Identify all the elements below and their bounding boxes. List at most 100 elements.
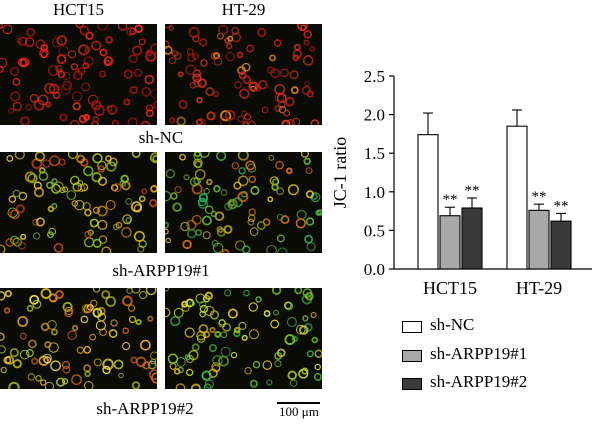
cell <box>72 102 81 111</box>
cell <box>78 44 90 56</box>
cell <box>42 159 51 168</box>
cell <box>172 202 182 213</box>
cell <box>220 331 228 338</box>
cell <box>188 349 199 361</box>
cell <box>287 184 299 196</box>
cell <box>48 65 59 76</box>
cell <box>108 157 118 167</box>
cell <box>277 247 288 253</box>
cell <box>91 172 102 183</box>
cell <box>64 308 74 318</box>
cell <box>250 185 260 196</box>
cell <box>51 37 63 48</box>
micrograph-hct15-row3 <box>0 288 157 389</box>
cell <box>92 153 103 164</box>
cell <box>261 106 269 114</box>
cell <box>173 308 184 318</box>
cell <box>291 335 299 343</box>
cell <box>193 158 203 168</box>
cell <box>132 45 143 56</box>
cell <box>51 328 58 336</box>
cell <box>313 372 322 381</box>
cell <box>128 315 137 324</box>
cell <box>219 116 231 125</box>
cell <box>91 100 102 111</box>
cell <box>123 98 131 106</box>
cell <box>181 300 189 308</box>
cell <box>70 175 80 186</box>
cell <box>287 370 297 381</box>
micrograph-hct15-row2 <box>0 152 157 253</box>
cell <box>9 209 20 220</box>
cell <box>110 319 118 327</box>
legend-item-sh-arpp19-2: sh-ARPP19#2 <box>402 372 527 392</box>
cell <box>269 54 276 62</box>
cell <box>20 233 27 240</box>
cell <box>37 94 49 106</box>
cell <box>67 330 77 340</box>
cell <box>227 308 238 319</box>
bar <box>528 209 550 270</box>
cell <box>129 85 138 95</box>
cell <box>0 332 5 342</box>
cell <box>186 368 194 377</box>
cell <box>204 305 215 317</box>
cell <box>280 68 289 78</box>
cell <box>300 152 309 158</box>
cell <box>108 329 118 338</box>
cell <box>150 372 157 384</box>
bar <box>439 215 461 270</box>
cell <box>35 217 46 227</box>
cell <box>39 48 49 58</box>
cell <box>76 154 85 164</box>
cell <box>135 318 142 326</box>
cell <box>233 326 241 334</box>
cell <box>150 351 157 360</box>
cell <box>212 242 224 253</box>
y-tick-label: 1.0 <box>364 183 385 202</box>
cell <box>45 101 52 108</box>
cell <box>283 109 291 117</box>
cell <box>95 320 106 331</box>
cell <box>61 360 71 370</box>
cell <box>189 177 200 187</box>
significance-marker: ** <box>443 192 458 208</box>
cell <box>130 356 138 364</box>
cell <box>131 152 141 158</box>
cell <box>81 303 92 314</box>
cell <box>267 66 275 74</box>
cell <box>142 361 151 370</box>
legend-label: sh-ARPP19#1 <box>430 344 528 363</box>
cell <box>149 199 157 208</box>
significance-marker: ** <box>465 183 480 199</box>
cell <box>274 360 282 368</box>
cell <box>29 93 39 103</box>
cell <box>51 178 58 185</box>
cell <box>14 152 25 160</box>
cell <box>48 227 57 236</box>
cell <box>0 65 4 73</box>
cell <box>169 117 176 123</box>
cell-field-svg <box>165 24 319 125</box>
cell <box>12 359 22 369</box>
cell <box>242 75 252 85</box>
cell <box>52 91 61 100</box>
cell <box>51 203 58 210</box>
cell <box>27 339 37 349</box>
cell <box>72 91 83 102</box>
cell <box>133 230 145 242</box>
cell <box>24 37 35 48</box>
cell <box>220 189 228 196</box>
cell <box>111 119 119 125</box>
cell <box>115 221 123 229</box>
cell <box>7 207 18 218</box>
cell <box>196 330 206 341</box>
cell <box>138 290 148 300</box>
cell <box>83 364 92 373</box>
cell <box>276 234 285 243</box>
cell <box>210 210 217 218</box>
cell <box>145 49 153 57</box>
cell <box>248 175 257 184</box>
cell <box>297 24 308 32</box>
cell <box>295 218 307 229</box>
